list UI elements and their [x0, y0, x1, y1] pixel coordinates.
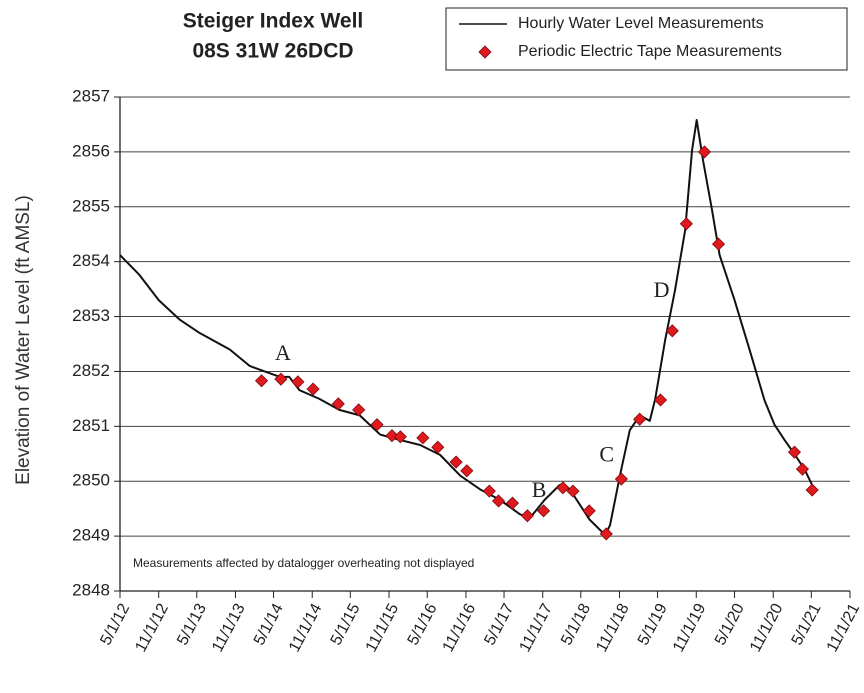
measurement-marker [805, 483, 819, 497]
measurement-marker [306, 382, 320, 396]
measurement-marker [599, 527, 613, 541]
y-tick-label: 2854 [72, 251, 110, 270]
measurement-marker [331, 397, 345, 411]
legend-label: Periodic Electric Tape Measurements [518, 43, 782, 60]
measurement-marker [274, 372, 288, 386]
y-tick-label: 2849 [72, 526, 110, 545]
measurement-marker [537, 504, 551, 518]
measurement-marker [254, 374, 269, 388]
measurement-marker [491, 494, 506, 508]
measurement-marker [385, 429, 399, 443]
measurement-marker [449, 455, 463, 469]
legend-label: Hourly Water Level Measurements [518, 15, 764, 32]
annotation: B [532, 477, 547, 502]
y-tick-label: 2850 [72, 471, 110, 490]
chart-subtitle: 08S 31W 26DCD [192, 40, 353, 63]
y-tick-label: 2857 [72, 86, 110, 105]
annotation: A [275, 340, 291, 365]
measurement-marker [482, 484, 496, 498]
legend-box [445, 7, 848, 71]
measurement-marker [653, 393, 668, 407]
measurement-marker [460, 464, 474, 478]
measurement-marker [352, 403, 366, 417]
y-tick-label: 2853 [72, 306, 110, 325]
measurement-marker [665, 324, 679, 338]
measurement-marker [679, 217, 693, 231]
legend-swatch [478, 45, 492, 59]
measurement-marker [697, 145, 712, 159]
measurement-marker [556, 481, 570, 495]
measurement-marker [431, 440, 445, 454]
measurement-marker [795, 462, 810, 476]
y-tick-label: 2856 [72, 141, 110, 160]
measurement-marker [393, 430, 407, 444]
note: Measurements affected by datalogger over… [133, 556, 474, 570]
measurement-marker [711, 237, 726, 251]
y-tick-label: 2851 [72, 416, 110, 435]
measurement-marker [566, 484, 580, 498]
chart-title: Steiger Index Well [183, 10, 364, 33]
measurement-marker [614, 472, 628, 486]
measurement-marker [633, 412, 647, 426]
measurement-marker [416, 431, 430, 445]
y-tick-label: 2848 [72, 580, 110, 599]
measurement-marker [370, 418, 384, 432]
measurement-marker [520, 509, 534, 523]
y-axis-label: Elevation of Water Level (ft AMSL) [13, 195, 34, 485]
y-tick-label: 2855 [72, 196, 110, 215]
measurement-marker [505, 496, 520, 510]
measurement-marker [291, 375, 305, 389]
annotation: C [599, 442, 614, 467]
measurement-marker [787, 445, 802, 459]
measurement-marker [582, 504, 596, 518]
annotation: D [654, 277, 670, 302]
y-tick-label: 2852 [72, 361, 110, 380]
